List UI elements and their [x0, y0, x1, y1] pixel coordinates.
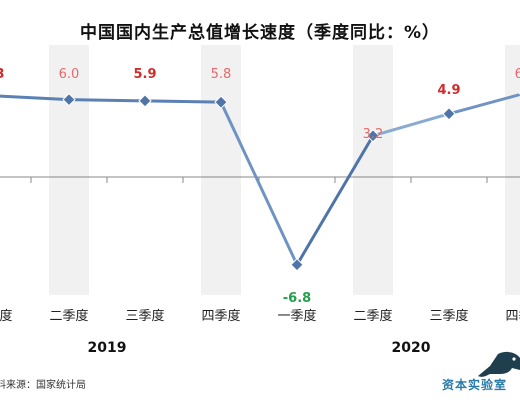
marker-layer [62, 91, 520, 272]
year-label: 2019 [88, 340, 127, 356]
data-label: 6.3 [0, 67, 5, 82]
category-label: 一季度 [277, 308, 316, 324]
chart-title: 中国国内生产总值增长速度（季度同比：%） [79, 23, 441, 43]
category-label-layer: 一季度 二季度 三季度 四季度 一季度 二季度 三季度 四季度 [0, 308, 520, 324]
data-label: 6.0 [59, 67, 80, 82]
series-line-segment [0, 94, 71, 102]
data-point [138, 94, 152, 108]
category-label: 四季度 [505, 308, 520, 324]
data-label: 3.2 [363, 127, 384, 142]
category-label: 二季度 [353, 308, 392, 324]
value-label-layer: 6.3 6.0 5.9 5.8 -6.8 3.2 4.9 6.5 [0, 67, 520, 306]
source-note: 资料来源：国家统计局 [0, 380, 86, 391]
shade-band [505, 45, 520, 295]
series-line-segment [67, 98, 147, 103]
category-label: 四季度 [201, 308, 240, 324]
category-label: 二季度 [49, 308, 88, 324]
panther-logo-icon [478, 351, 520, 377]
year-label-layer: 2019 2020 [88, 340, 431, 356]
data-point [442, 107, 456, 121]
category-label: 三季度 [125, 308, 164, 324]
band-layer [49, 45, 520, 295]
series-line-segment [295, 134, 375, 267]
shade-band [353, 45, 393, 295]
data-label: 6.5 [515, 67, 520, 82]
shade-band [49, 45, 89, 295]
series-line-segment [447, 92, 520, 116]
data-point [366, 129, 380, 143]
data-point [290, 258, 304, 272]
category-label: 三季度 [429, 308, 468, 324]
data-label: 4.9 [437, 83, 460, 98]
logo-text: 资本实验室 [442, 378, 508, 392]
series-line-segment [143, 99, 223, 104]
line-layer [0, 92, 520, 267]
year-label: 2020 [392, 340, 431, 356]
series-line-segment [219, 100, 299, 267]
tick-layer [30, 177, 488, 183]
data-label: 5.9 [133, 67, 156, 82]
shade-band [201, 45, 241, 295]
data-label: 5.8 [211, 67, 232, 82]
category-label: 一季度 [0, 308, 13, 324]
data-point [62, 92, 76, 107]
series-line-segment [371, 112, 451, 138]
data-label: -6.8 [283, 291, 311, 306]
data-point [214, 95, 228, 109]
